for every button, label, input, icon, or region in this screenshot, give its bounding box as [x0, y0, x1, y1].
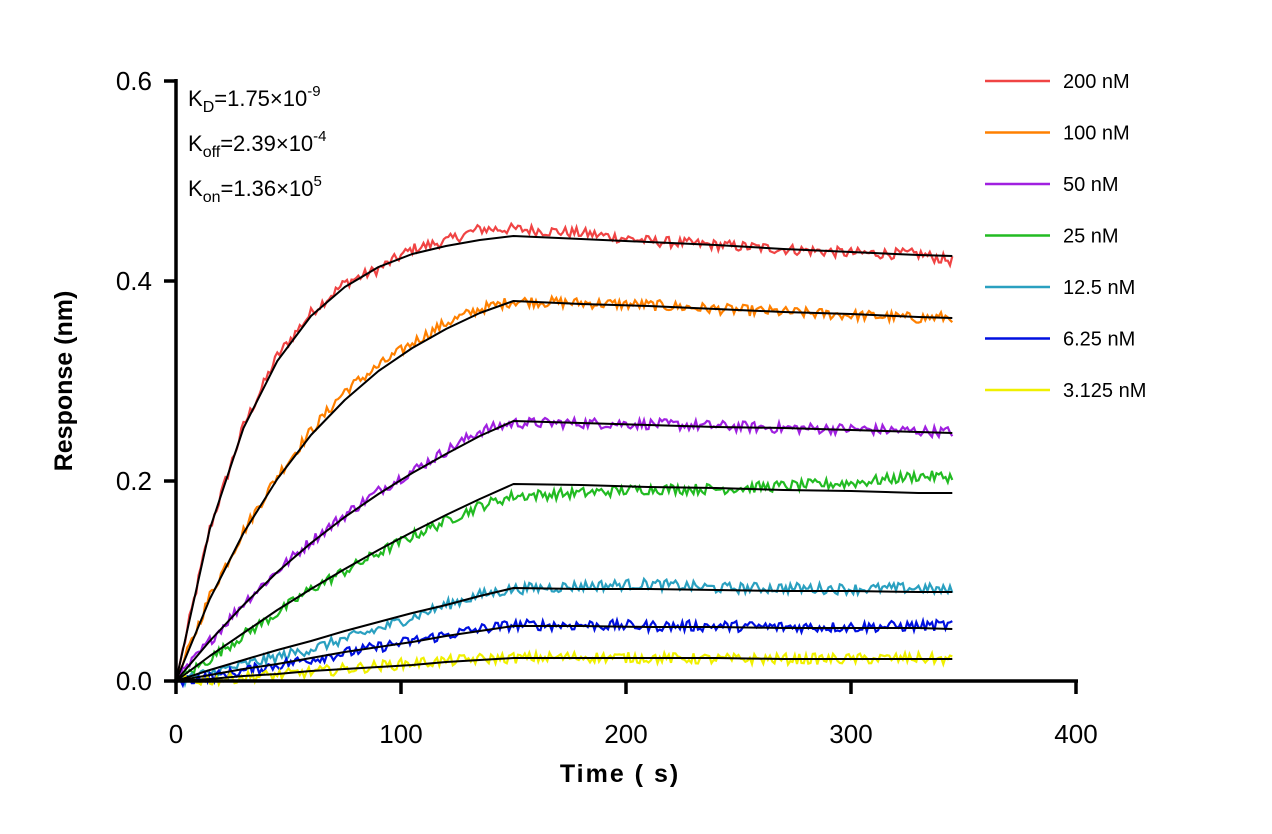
trace-6_25-nM	[175, 616, 953, 689]
fit-curve	[175, 420, 953, 682]
x-tick-label: 200	[604, 719, 647, 749]
trace-50-nM	[175, 415, 954, 682]
trace-200-nM	[174, 221, 954, 682]
y-tick-label: 0.0	[116, 666, 152, 696]
x-tick-label: 100	[379, 719, 422, 749]
legend-item: 6.25 nM	[985, 329, 1135, 351]
legend-item: 50 nM	[985, 174, 1119, 196]
legend: 200 nM 100 nM 50 nM 25 nM 12.5 nM 6.25 nM 3.12…	[985, 71, 1146, 402]
legend-label: 6.25 nM	[1063, 329, 1135, 351]
fit-curve	[175, 483, 953, 682]
y-tick-label: 0.2	[116, 466, 152, 496]
y-axis-label: Response (nm)	[50, 291, 78, 472]
kd-annotation: KD=1.75×10-9	[188, 83, 321, 116]
koff-annotation: Koff=2.39×10-4	[188, 128, 327, 161]
x-tick-label: 0	[169, 719, 183, 749]
fit-curves	[175, 235, 953, 682]
fit-curve	[175, 587, 953, 682]
legend-item: 100 nM	[985, 123, 1130, 145]
x-ticks: 0 100 200 300 400	[169, 681, 1098, 749]
y-tick-label: 0.6	[116, 66, 152, 96]
x-tick-label: 300	[829, 719, 872, 749]
legend-label: 25 nM	[1063, 226, 1119, 248]
trace-25-nM	[175, 468, 954, 682]
legend-item: 3.125 nM	[985, 380, 1146, 402]
legend-item: 200 nM	[985, 71, 1130, 93]
trace-12_5-nM	[175, 576, 954, 688]
kinetic-constants: KD=1.75×10-9 Koff=2.39×10-4 Kon=1.36×105	[188, 83, 327, 206]
fit-curve	[175, 300, 953, 682]
data-traces	[174, 221, 954, 689]
legend-item: 25 nM	[985, 226, 1119, 248]
legend-label: 100 nM	[1063, 123, 1130, 145]
legend-label: 200 nM	[1063, 71, 1130, 93]
legend-item: 12.5 nM	[985, 277, 1135, 299]
y-tick-label: 0.4	[116, 266, 152, 296]
fit-curve	[175, 657, 953, 682]
x-axis-label: Time ( s)	[560, 760, 680, 788]
legend-label: 3.125 nM	[1063, 380, 1146, 402]
y-ticks: 0.0 0.2 0.4 0.6	[116, 66, 176, 696]
x-tick-label: 400	[1054, 719, 1097, 749]
fit-curve	[175, 235, 953, 682]
legend-label: 50 nM	[1063, 174, 1119, 196]
legend-label: 12.5 nM	[1063, 277, 1135, 299]
fit-curve	[175, 625, 953, 682]
kon-annotation: Kon=1.36×105	[188, 173, 322, 206]
